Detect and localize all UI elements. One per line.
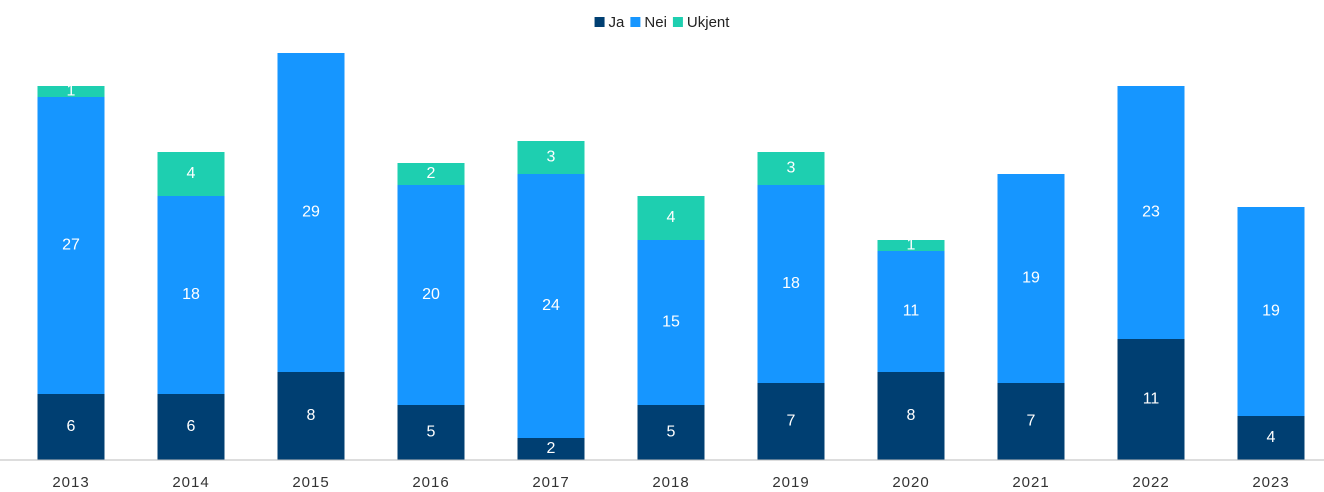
bar-segment (1237, 207, 1305, 416)
legend-label: Ukjent (687, 14, 730, 31)
bar-segment (757, 383, 825, 460)
bar-segment (157, 394, 225, 460)
data-label: 11 (1143, 391, 1160, 408)
data-label: 2 (547, 440, 556, 457)
bar-segment (877, 251, 945, 372)
data-label: 23 (1142, 204, 1160, 221)
data-label: 2 (427, 165, 436, 182)
bar-segment (37, 86, 105, 97)
bar-segment (1117, 339, 1185, 460)
data-label: 7 (1027, 413, 1036, 430)
bar-segment (157, 152, 225, 196)
data-label: 4 (187, 165, 196, 182)
legend-swatch (672, 17, 683, 27)
legend-swatch (630, 17, 641, 27)
bar-segment (397, 185, 465, 405)
bar-segment (997, 174, 1065, 383)
legend-swatch (594, 17, 605, 27)
data-label: 3 (547, 149, 556, 166)
bar-segment (637, 240, 705, 405)
x-tick-label: 2017 (532, 474, 569, 491)
bar-segment (277, 372, 345, 460)
bar-segment (517, 174, 585, 438)
bar-segment (157, 196, 225, 394)
bar-segment (1117, 86, 1185, 339)
bar-segment (1237, 416, 1305, 460)
data-label: 1 (907, 237, 916, 254)
x-tick-label: 2018 (652, 474, 689, 491)
data-label: 24 (542, 297, 560, 314)
data-label: 1 (67, 83, 76, 100)
data-label: 8 (307, 407, 316, 424)
x-tick-label: 2022 (1132, 474, 1169, 491)
legend-label: Nei (644, 14, 667, 31)
x-tick-label: 2015 (292, 474, 329, 491)
data-label: 18 (182, 286, 200, 303)
bar-segment (637, 405, 705, 460)
x-tick-label: 2013 (52, 474, 89, 491)
bar-segment (277, 53, 345, 372)
x-tick-label: 2021 (1012, 474, 1049, 491)
legend-label: Ja (609, 14, 626, 31)
bar-segment (637, 196, 705, 240)
data-label: 20 (422, 286, 440, 303)
data-label: 3 (787, 160, 796, 177)
x-tick-label: 2023 (1252, 474, 1289, 491)
bar-segment (877, 240, 945, 251)
data-label: 6 (187, 418, 196, 435)
bar-segment (997, 383, 1065, 460)
data-label: 8 (907, 407, 916, 424)
x-tick-label: 2016 (412, 474, 449, 491)
data-label: 18 (782, 275, 800, 292)
bar-segment (397, 405, 465, 460)
data-label: 15 (662, 314, 680, 331)
data-label: 19 (1262, 303, 1280, 320)
bar-segment (517, 141, 585, 174)
data-label: 6 (67, 418, 76, 435)
data-label: 7 (787, 413, 796, 430)
x-tick-label: 2019 (772, 474, 809, 491)
data-label: 29 (302, 204, 320, 221)
data-label: 5 (667, 424, 676, 441)
bar-segment (757, 185, 825, 383)
data-label: 27 (62, 237, 80, 254)
data-label: 4 (667, 209, 676, 226)
data-label: 5 (427, 424, 436, 441)
x-tick-label: 2014 (172, 474, 209, 491)
data-label: 11 (903, 303, 920, 320)
x-tick-label: 2020 (892, 474, 929, 491)
bar-segment (37, 394, 105, 460)
bar-segment (877, 372, 945, 460)
data-label: 4 (1267, 429, 1276, 446)
bar-segment (517, 438, 585, 460)
bar-segment (757, 152, 825, 185)
bar-segment (397, 163, 465, 185)
bar-segment (37, 97, 105, 394)
data-label: 19 (1022, 270, 1040, 287)
